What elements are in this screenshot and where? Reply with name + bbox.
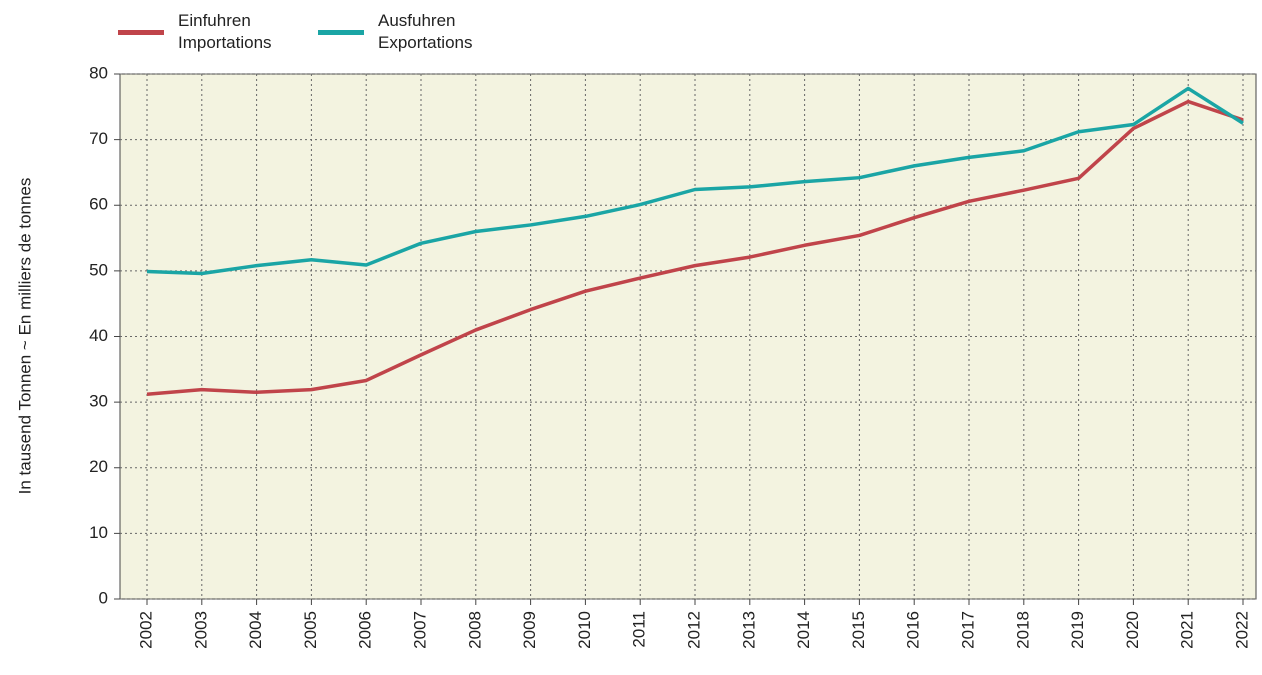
x-tick-label: 2019 xyxy=(1068,611,1087,649)
x-tick-label: 2008 xyxy=(465,611,484,649)
x-tick-label: 2003 xyxy=(191,611,210,649)
x-tick-label: 2013 xyxy=(739,611,758,649)
legend-label: Einfuhren Importations xyxy=(178,11,272,52)
x-tick-label: 2011 xyxy=(630,611,649,648)
legend-label: Ausfuhren Exportations xyxy=(378,11,473,52)
y-tick-label: 40 xyxy=(89,326,108,345)
x-tick-label: 2021 xyxy=(1178,611,1197,649)
line xyxy=(146,86,1244,276)
x-tick-label: 2005 xyxy=(301,611,320,649)
x-tick-label: 2017 xyxy=(958,611,977,649)
x-tick-label: 2010 xyxy=(575,611,594,649)
x-tick-label: 2012 xyxy=(684,611,703,649)
x-tick-label: 2015 xyxy=(849,611,868,649)
x-tick-label: 2016 xyxy=(904,611,923,649)
y-tick-label: 60 xyxy=(89,195,108,214)
y-tick-label: 80 xyxy=(89,63,108,82)
x-tick-label: 2004 xyxy=(246,611,265,649)
x-tick-label: 2014 xyxy=(794,611,813,649)
y-axis-label: In tausend Tonnen ~ En milliers de tonne… xyxy=(15,178,34,495)
legend-item: Einfuhren Importations xyxy=(118,10,272,54)
x-tick-label: 2007 xyxy=(410,611,429,649)
legend-swatch xyxy=(118,29,164,35)
y-tick-label: 0 xyxy=(99,588,108,607)
x-tick-label: 2002 xyxy=(136,611,155,649)
x-tick-label: 2009 xyxy=(520,611,539,649)
line xyxy=(146,99,1244,396)
y-tick-label: 30 xyxy=(89,392,108,411)
x-tick-label: 2020 xyxy=(1123,611,1142,649)
legend-item: Ausfuhren Exportations xyxy=(318,10,473,54)
y-tick-label: 20 xyxy=(89,457,108,476)
x-tick-label: 2022 xyxy=(1232,611,1251,649)
y-tick-label: 50 xyxy=(89,260,108,279)
y-tick-label: 70 xyxy=(89,129,108,148)
legend-swatch xyxy=(318,29,364,35)
x-tick-label: 2006 xyxy=(356,611,375,649)
y-tick-label: 10 xyxy=(89,523,108,542)
x-tick-label: 2018 xyxy=(1013,611,1032,649)
